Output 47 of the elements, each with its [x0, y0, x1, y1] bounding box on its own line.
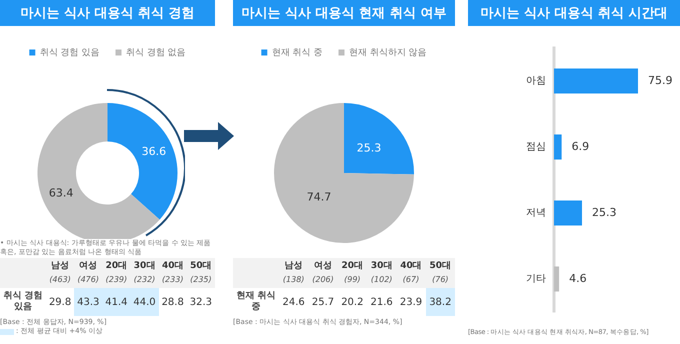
y-tick-label: 저녁: [526, 208, 546, 219]
x-tick-label: 남성 (138): [282, 260, 306, 286]
y-tick-label: 기타: [526, 274, 546, 285]
bar: [554, 134, 562, 160]
data-label: 20.2: [338, 288, 367, 316]
data-label: 23.9: [396, 288, 426, 316]
data-label: 25.7: [308, 288, 338, 316]
data-label: 38.2: [426, 288, 455, 316]
x-tick-label: 40대 (233): [160, 260, 184, 286]
data-label: 36.6: [142, 145, 166, 158]
data-label: 29.8: [46, 288, 74, 316]
data-label: 21.6: [366, 288, 396, 316]
data-label: 25.3: [592, 206, 616, 219]
chart-title: 마시는 식사 대용식 취식 시간대: [468, 0, 680, 26]
y-tick-label: 아침: [526, 76, 546, 87]
x-tick-label: 50대 (76): [428, 260, 452, 286]
data-label: 25.3: [356, 141, 382, 154]
data-label: 24.6: [279, 288, 308, 316]
bar: [554, 200, 582, 226]
legend-label: 취식 경험 없음: [126, 48, 186, 58]
y-tick-label: 점심: [526, 142, 546, 153]
data-label: 43.3: [74, 288, 102, 316]
data-label: 63.4: [48, 186, 74, 200]
x-tick-label: 40대 (67): [399, 260, 423, 286]
x-tick-label: 30대 (232): [132, 260, 156, 286]
data-label: 75.9: [648, 74, 672, 87]
chart-title: 마시는 식사 대용식 현재 취식 여부: [233, 0, 455, 26]
x-tick-label: 30대 (102): [370, 260, 394, 286]
data-label: 74.7: [306, 190, 332, 204]
x-tick-label: 남성 (463): [48, 260, 72, 286]
bar: [554, 266, 560, 292]
chart-title: 마시는 식사 대용식 취식 경험: [0, 0, 215, 26]
x-tick-label: 여성 (206): [311, 260, 335, 286]
x-tick-label: 50대 (235): [189, 260, 213, 286]
data-label: 32.3: [186, 288, 215, 316]
legend-label: 현재 취식하지 않음: [349, 48, 427, 58]
data-label: 44.0: [130, 288, 159, 316]
legend-label: 취식 경험 있음: [40, 48, 100, 58]
data-label: 41.4: [102, 288, 130, 316]
bar: [554, 68, 638, 94]
x-tick-label: 20대 (99): [340, 260, 364, 286]
data-label: 28.8: [158, 288, 187, 316]
x-tick-label: 20대 (239): [104, 260, 128, 286]
legend-label: 현재 취식 중: [272, 48, 323, 58]
x-tick-label: 여성 (476): [76, 260, 100, 286]
data-label: 6.9: [572, 140, 590, 153]
data-label: 4.6: [569, 272, 587, 285]
